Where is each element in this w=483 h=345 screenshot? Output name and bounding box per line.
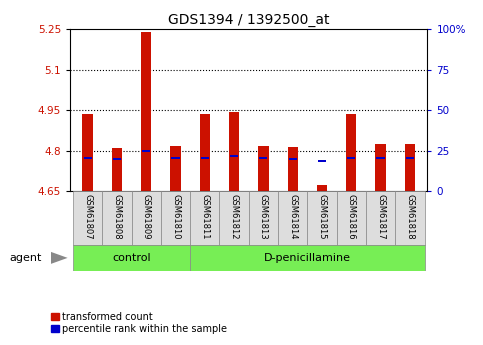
Bar (376, 157, 384, 159)
Bar (375, 144, 386, 191)
Text: GSM61812: GSM61812 (229, 194, 239, 239)
Text: GSM61813: GSM61813 (259, 194, 268, 239)
Bar (190, 245, 425, 271)
Bar (141, 32, 151, 191)
Polygon shape (51, 252, 68, 264)
Bar (258, 146, 269, 191)
Bar (112, 148, 122, 191)
Bar (170, 146, 181, 191)
Bar (142, 150, 150, 152)
Text: GSM61811: GSM61811 (200, 194, 209, 239)
Bar (259, 157, 268, 159)
Bar (337, 191, 366, 245)
Bar (131, 191, 161, 245)
Text: GSM61810: GSM61810 (171, 194, 180, 239)
Text: GSM61808: GSM61808 (113, 194, 121, 239)
Bar (317, 185, 327, 191)
Bar (84, 157, 92, 159)
Bar (318, 160, 326, 162)
Bar (190, 191, 219, 245)
Text: D-penicillamine: D-penicillamine (264, 253, 351, 263)
Text: GSM61816: GSM61816 (347, 194, 356, 239)
Bar (229, 112, 239, 191)
Bar (406, 157, 414, 159)
Bar (395, 191, 425, 245)
Bar (83, 115, 93, 191)
Bar (199, 115, 210, 191)
Bar (249, 191, 278, 245)
Bar (366, 191, 395, 245)
Bar (347, 157, 355, 159)
Text: GSM61815: GSM61815 (317, 194, 327, 239)
Bar (201, 157, 209, 159)
Text: GSM61818: GSM61818 (405, 194, 414, 239)
Bar (113, 158, 121, 160)
Bar (219, 191, 249, 245)
Text: GSM61814: GSM61814 (288, 194, 297, 239)
Bar (73, 245, 190, 271)
Legend: transformed count, percentile rank within the sample: transformed count, percentile rank withi… (51, 312, 227, 334)
Bar (230, 155, 238, 157)
Bar (278, 191, 307, 245)
Bar (405, 144, 415, 191)
Text: GSM61807: GSM61807 (83, 194, 92, 239)
Bar (73, 191, 102, 245)
Bar (288, 158, 297, 160)
Title: GDS1394 / 1392500_at: GDS1394 / 1392500_at (168, 13, 329, 27)
Text: GSM61817: GSM61817 (376, 194, 385, 239)
Bar (102, 191, 131, 245)
Bar (161, 191, 190, 245)
Bar (307, 191, 337, 245)
Bar (171, 157, 180, 159)
Text: GSM61809: GSM61809 (142, 194, 151, 239)
Text: agent: agent (10, 253, 42, 263)
Bar (287, 147, 298, 191)
Bar (346, 115, 356, 191)
Text: control: control (112, 253, 151, 263)
